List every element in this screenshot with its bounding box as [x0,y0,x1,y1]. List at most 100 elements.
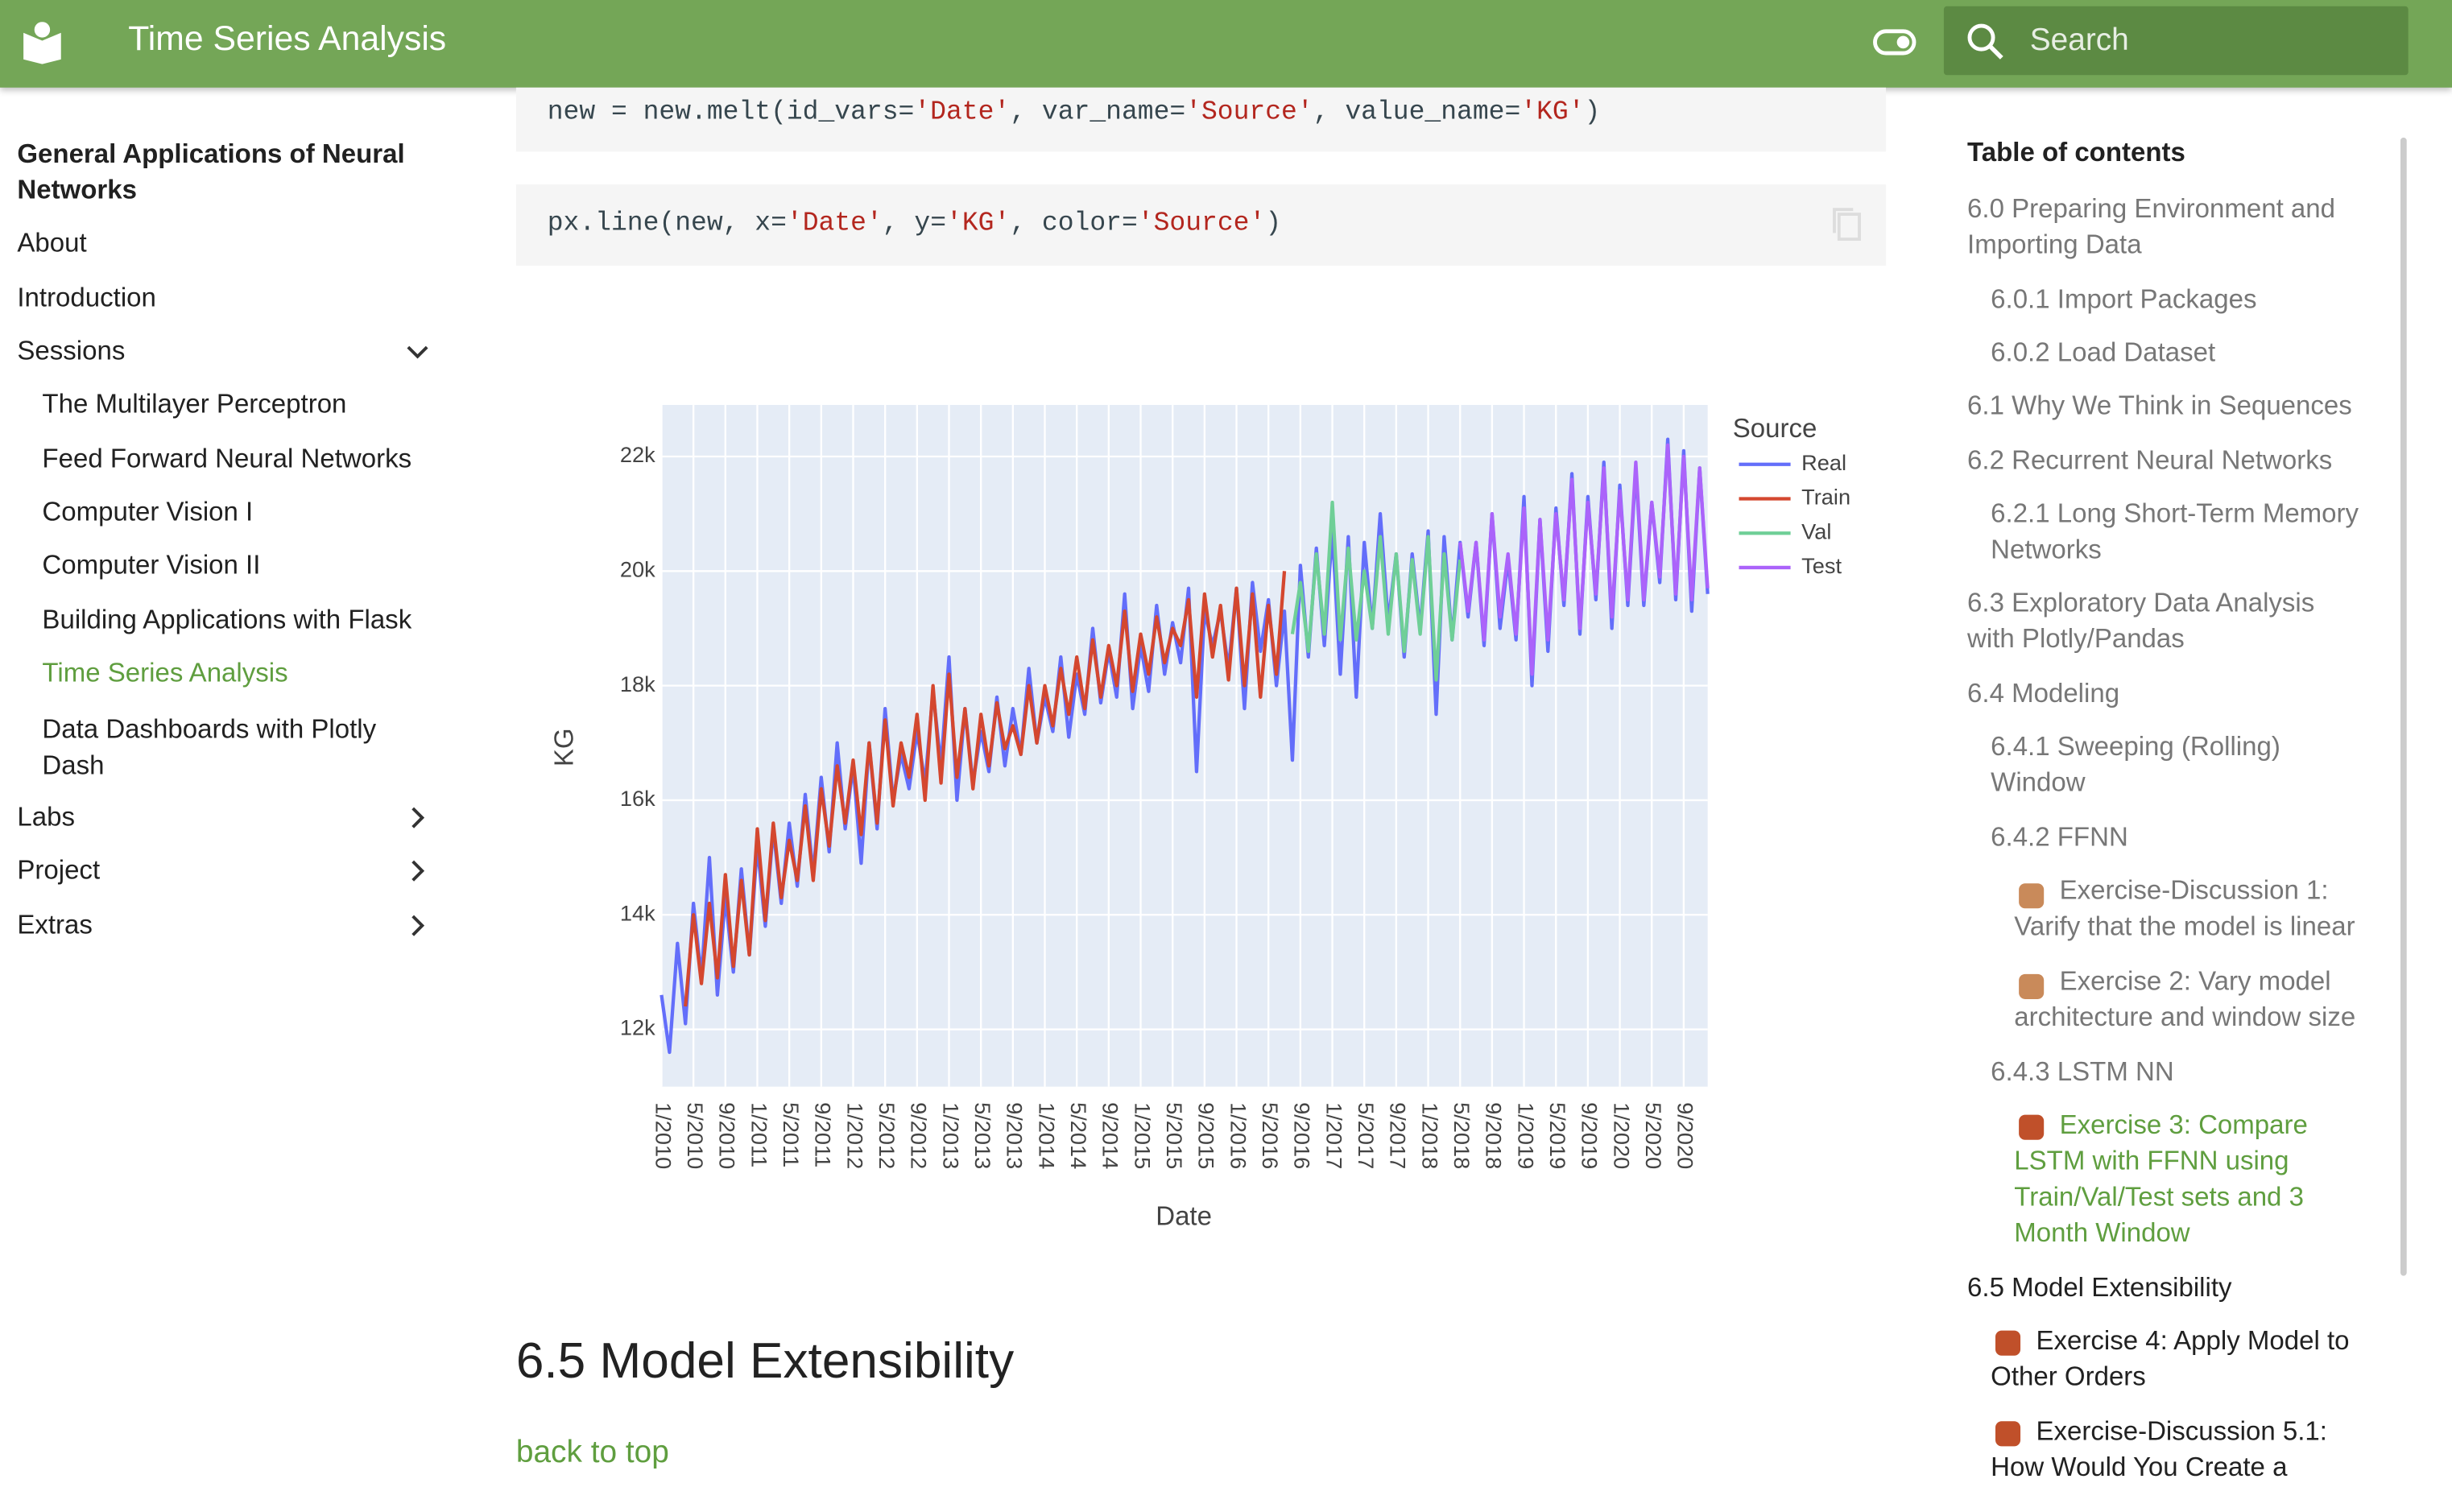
x-tick-label: 5/2015 [1162,1102,1187,1169]
x-tick-label: 1/2015 [1130,1102,1155,1169]
nav-item[interactable]: Project [17,855,101,886]
toc-item[interactable]: 6.4.1 Sweeping (Rolling) Window [1991,731,2280,798]
x-tick-label: 5/2010 [683,1102,708,1169]
toc-item[interactable]: 6.1 Why We Think in Sequences [1967,390,2352,421]
code-text: , color= [1010,209,1138,240]
toc-item[interactable]: 6.5 Model Extensibility [1967,1272,2232,1303]
code-string: 'Source' [1185,98,1313,129]
y-tick-label: 18k [620,671,655,696]
x-tick-label: 1/2011 [746,1102,771,1167]
x-tick-label: 1/2010 [651,1102,676,1169]
copy-button[interactable] [1830,206,1864,244]
legend-label: Train [1801,485,1850,510]
back-to-top-link[interactable]: back to top [515,1435,669,1470]
y-tick-label: 14k [620,900,655,925]
toc-item[interactable]: 6.4 Modeling [1967,678,2120,708]
nav-item[interactable]: Introduction [17,283,156,313]
x-tick-label: 1/2019 [1513,1102,1538,1169]
nav-item-active[interactable]: Time Series Analysis [42,658,288,688]
toc-title: Table of contents [1967,137,2185,167]
x-tick-label: 9/2010 [715,1102,740,1169]
code-block: px.line(new, x='Date', y='KG', color='So… [515,184,1887,266]
nav-item[interactable]: Feed Forward Neural Networks [42,444,412,474]
toc-item[interactable]: 6.3 Exploratory Data Analysis with Plotl… [1967,588,2315,654]
top-bar: Time Series Analysis Search [0,0,2452,88]
nav-item[interactable]: Building Applications with Flask [42,605,412,635]
nav-chevrons [407,345,428,936]
toc-item[interactable]: 6.0.2 Load Dataset [1991,337,2216,368]
legend-label: Test [1801,553,1842,578]
toc-item[interactable]: 6.2.1 Long Short-Term Memory Networks [1991,498,2359,565]
x-tick-label: 9/2012 [907,1102,932,1169]
y-tick-label: 22k [620,442,655,467]
x-tick-label: 9/2011 [811,1102,836,1167]
search-box[interactable]: Search [1943,6,2409,76]
code-line: px.line(new, x='Date', y='KG', color='So… [548,209,1281,239]
nav-item[interactable]: Sessions [17,336,126,366]
plot-area [661,404,1708,1087]
x-tick-label: 5/2014 [1066,1102,1091,1169]
site-title[interactable]: Time Series Analysis [128,19,447,58]
toc-item[interactable]: Exercise-Discussion 5.1: How Would You C… [1991,1416,2327,1483]
toc-item[interactable]: Exercise 4: Apply Model to Other Orders [1991,1325,2350,1392]
toc-item[interactable]: Exercise 2: Vary model architecture and … [2014,966,2356,1032]
nav-item[interactable]: Computer Vision I [42,497,254,527]
toc-item[interactable]: 6.4.2 FFNN [1991,822,2128,853]
y-axis-title: KG [549,728,579,766]
exercise-icons [1995,883,2045,1447]
search-placeholder: Search [2029,23,2129,58]
y-tick-label: 20k [620,557,655,582]
x-tick-label: 1/2014 [1034,1102,1059,1169]
toc-item[interactable]: 6.2 Recurrent Neural Networks [1967,445,2333,476]
code-text: new = new.melt(id_vars= [547,98,915,129]
x-tick-label: 5/2012 [875,1102,899,1169]
x-tick-label: 1/2012 [842,1102,867,1169]
x-tick-label: 5/2016 [1258,1102,1283,1169]
toc-item-active[interactable]: Exercise 3: Compare LSTM with FFNN using… [2014,1109,2308,1248]
toc-scrollbar[interactable] [2400,137,2407,1276]
nav-title: General Applications of Neural Networks [17,138,405,205]
toc-item[interactable]: Exercise-Discussion 1: Varify that the m… [2014,875,2355,942]
logo[interactable] [22,20,62,64]
series-line [684,571,1287,1007]
theme-toggle[interactable] [1872,27,1919,58]
x-tick-label: 1/2013 [938,1102,963,1169]
code-text: ) [1584,98,1601,129]
code-text: px.line(new, x= [547,209,787,240]
code-string: 'KG' [946,209,1011,240]
x-tick-label: 5/2019 [1545,1102,1570,1169]
toc-item[interactable]: 6.0 Preparing Environment and Importing … [1967,193,2336,260]
toc-item[interactable]: 6.4.3 LSTM NN [1991,1056,2174,1087]
x-tick-label: 1/2016 [1226,1102,1251,1169]
x-tick-label: 5/2020 [1641,1102,1666,1169]
code-text: , var_name= [1010,98,1186,129]
x-tick-label: 1/2020 [1609,1102,1634,1169]
line-chart: KG Date Source 1/2010 5/2010 9/2010 1/2011 5… [549,404,1850,1231]
nav-item[interactable]: Data Dashboards with Plotly Dash [42,714,377,781]
x-tick-label: 5/2018 [1449,1102,1474,1169]
x-tick-label: 9/2016 [1290,1102,1315,1169]
nav-item[interactable]: Extras [17,910,93,940]
x-tick-label: 9/2015 [1194,1102,1219,1169]
legend-label: Val [1801,518,1831,543]
x-tick-label: 9/2018 [1482,1102,1507,1169]
code-line: new = new.melt(id_vars='Date', var_name=… [548,98,1601,128]
x-tick-label: 9/2014 [1098,1102,1123,1169]
code-text: , value_name= [1313,98,1521,129]
code-block: new = new.melt(id_vars='Date', var_name=… [515,87,1887,152]
toc-item[interactable]: 6.0.1 Import Packages [1991,284,2257,315]
nav-item[interactable]: Computer Vision II [42,550,261,580]
section-heading: 6.5 Model Extensibility [515,1332,1015,1389]
code-string: 'Source' [1137,209,1266,240]
x-tick-label: 5/2013 [970,1102,995,1169]
code-string: 'Date' [786,209,883,240]
legend-label: Real [1801,450,1846,475]
x-tick-label: 9/2020 [1673,1102,1698,1169]
code-text: ) [1265,209,1282,240]
nav-item[interactable]: About [17,228,87,258]
y-tick-label: 16k [620,786,655,811]
nav-item[interactable]: Labs [17,802,75,832]
code-string: 'Date' [914,98,1011,129]
x-tick-label: 5/2011 [779,1102,804,1167]
nav-item[interactable]: The Multilayer Perceptron [42,389,347,419]
